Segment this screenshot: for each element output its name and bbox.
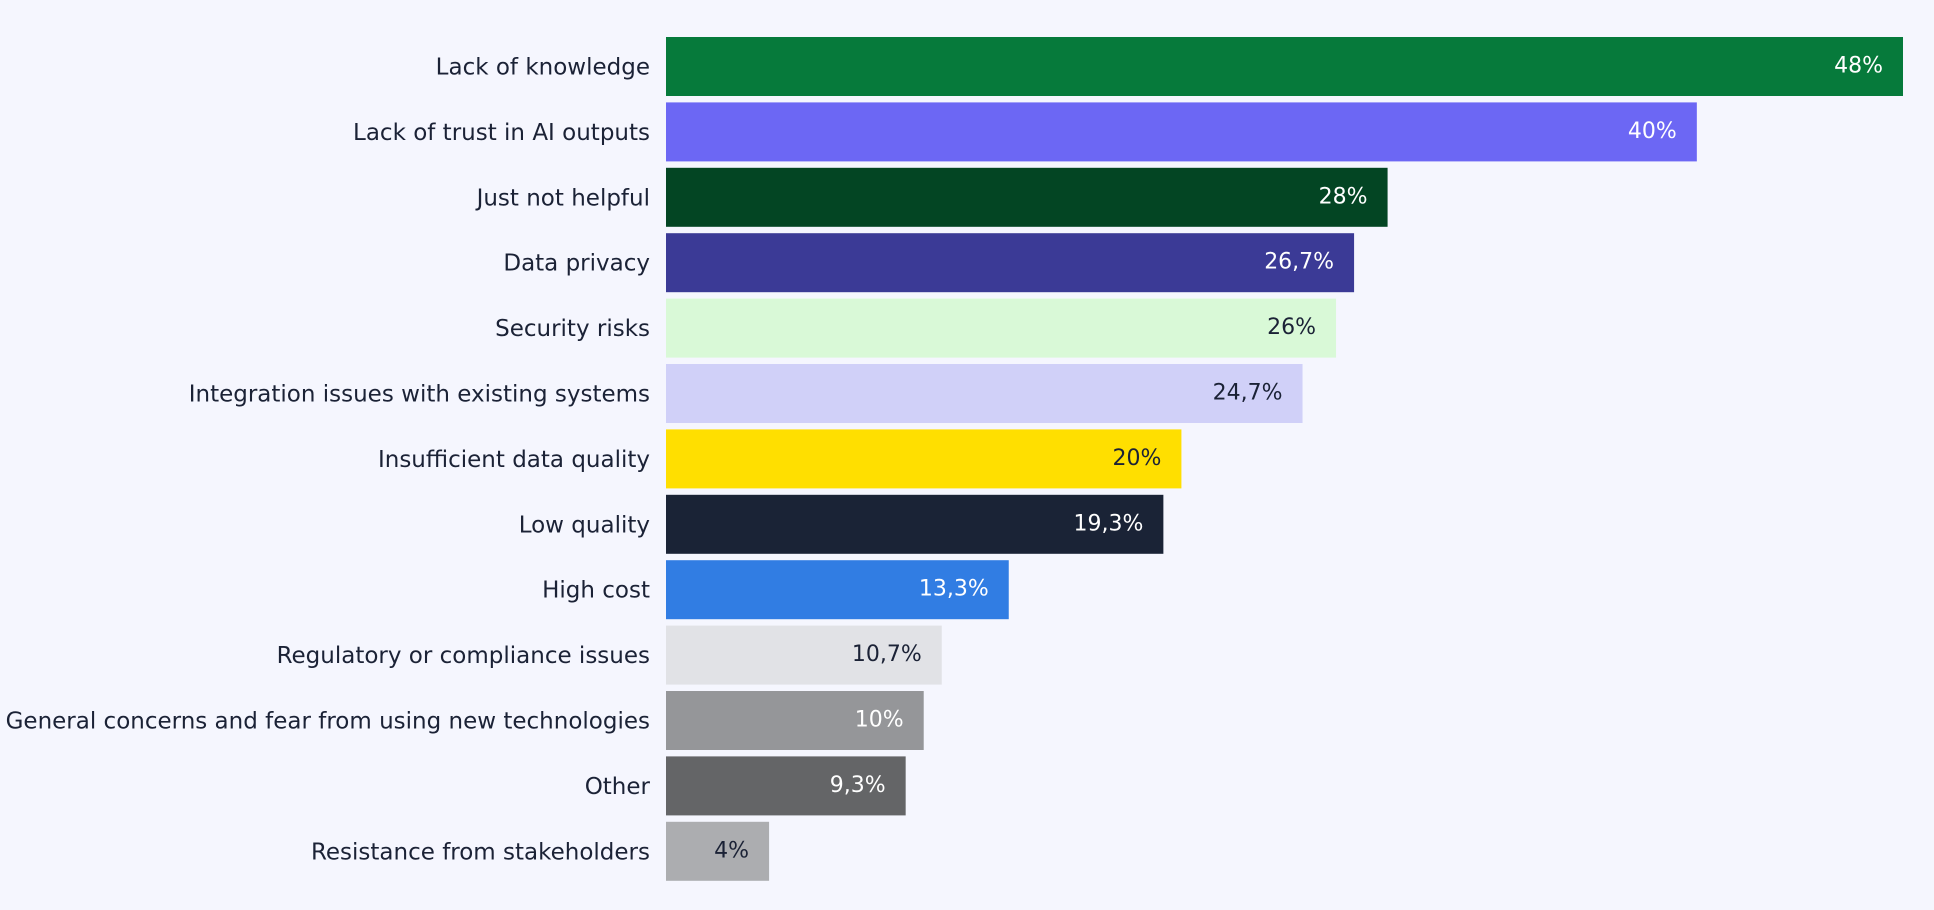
bar [666, 102, 1697, 162]
category-label: Just not helpful [475, 185, 650, 211]
bar [666, 691, 924, 750]
bar [666, 429, 1182, 489]
bar [666, 494, 1164, 554]
category-label: Low quality [519, 512, 650, 538]
value-label: 13,3% [919, 577, 989, 602]
bar [666, 298, 1337, 358]
category-labels: Lack of knowledge Lack of trust in AI out… [6, 55, 651, 866]
category-label: Lack of trust in AI outputs [353, 120, 650, 146]
value-label: 10% [855, 708, 904, 733]
bar [666, 756, 906, 816]
value-labels: 48% 40% 28% 26,7% 26% 24,7% 20% 19,3% 13,3% 10,7%… [714, 54, 1883, 864]
bar [666, 167, 1388, 227]
value-label: 20% [1113, 446, 1162, 471]
bar [666, 560, 1009, 620]
value-label: 26% [1267, 315, 1316, 340]
bar [666, 233, 1355, 293]
value-label: 48% [1834, 54, 1883, 79]
value-label: 4% [714, 838, 749, 863]
value-label: 9,3% [830, 773, 886, 798]
category-label: Other [585, 774, 651, 800]
category-label: Data privacy [503, 251, 650, 277]
bar [666, 821, 770, 881]
value-label: 28% [1319, 184, 1368, 209]
value-label: 10,7% [852, 642, 922, 667]
category-label: Integration issues with existing systems [189, 382, 650, 408]
category-label: Regulatory or compliance issues [277, 643, 650, 669]
category-label: Security risks [495, 316, 650, 342]
bar [666, 625, 942, 685]
value-label: 24,7% [1213, 381, 1283, 406]
value-label: 19,3% [1073, 511, 1143, 536]
value-label: 40% [1628, 119, 1677, 144]
category-label: General concerns and fear from using new… [6, 709, 650, 735]
bars [666, 37, 1903, 881]
bar [666, 37, 1903, 96]
category-label: Lack of knowledge [436, 55, 650, 81]
category-label: Insufficient data quality [378, 447, 650, 473]
category-label: High cost [542, 578, 650, 604]
bar [666, 364, 1303, 423]
value-label: 26,7% [1264, 250, 1334, 275]
category-label: Resistance from stakeholders [311, 839, 650, 865]
